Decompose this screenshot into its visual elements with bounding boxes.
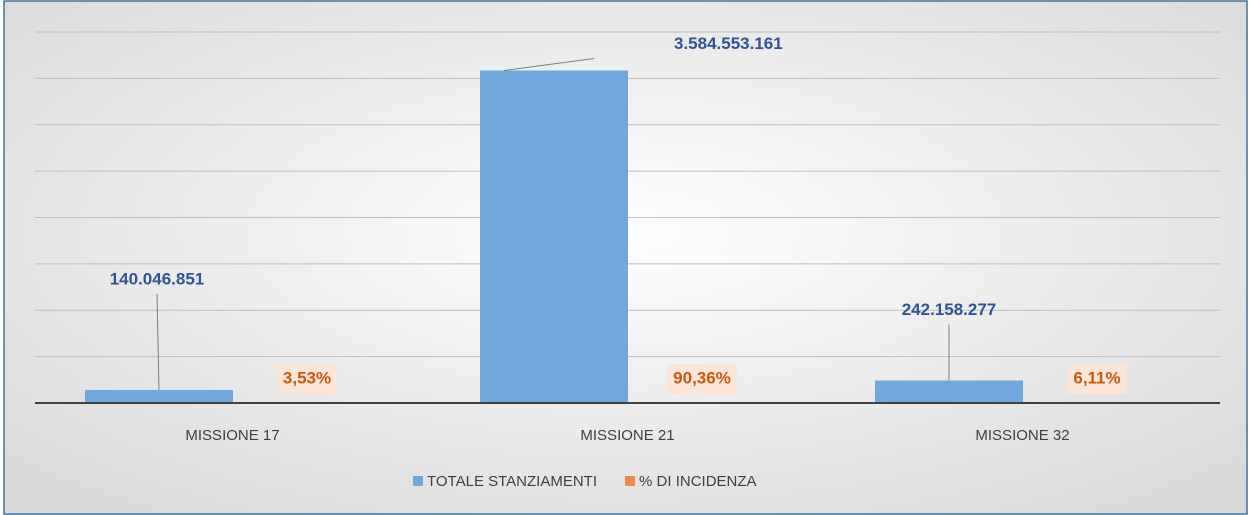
data-label: 140.046.851 (110, 269, 205, 288)
bar (875, 380, 1023, 403)
legend-swatch (413, 476, 423, 486)
leader-line (156, 294, 160, 391)
legend-label: % DI INCIDENZA (639, 473, 757, 490)
x-tick-label: MISSIONE 32 (975, 427, 1069, 444)
x-tick-label: MISSIONE 21 (580, 427, 674, 444)
bar (85, 390, 233, 403)
legend-swatch (625, 476, 636, 486)
data-label: 242.158.277 (902, 300, 997, 319)
data-label: 6,11% (1073, 368, 1120, 387)
bar (480, 70, 628, 404)
data-label-box (1067, 364, 1127, 394)
data-label: 3.584.553.161 (674, 34, 783, 53)
leader-line (503, 58, 595, 72)
data-label-box (667, 364, 737, 394)
legend-label: TOTALE STANZIAMENTI (427, 473, 597, 490)
data-label: 90,36% (673, 368, 731, 387)
data-label: 3,53% (283, 368, 331, 387)
data-label-box (276, 364, 338, 394)
x-tick-label: MISSIONE 17 (185, 427, 279, 444)
